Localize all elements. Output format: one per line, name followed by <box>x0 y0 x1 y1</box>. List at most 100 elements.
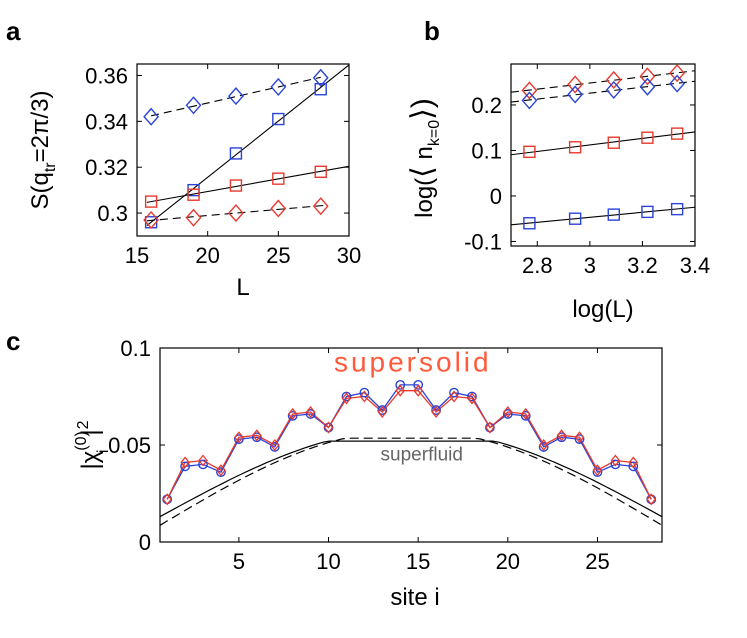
panel-a-blue-diamond-point <box>228 87 244 106</box>
panel-c-supersolid-blue-point <box>520 410 531 421</box>
panel-a-blue-diamond-point <box>185 96 202 115</box>
panel-c-supersolid-blue-point <box>287 410 298 421</box>
panel-c-xlabel: site i <box>390 584 439 611</box>
panel-c-supersolid-red-point <box>216 464 226 477</box>
annotation-superfluid: superfluid <box>381 445 463 466</box>
panel-c-ytick-label: 0 <box>139 530 151 555</box>
panel-c-supersolid-blue-point <box>233 434 244 445</box>
panel-a-blue-diamond-point <box>270 77 287 96</box>
panel-c-superfluid-solid-curve <box>159 440 663 518</box>
panel-c-supersolid-blue-point <box>198 459 208 470</box>
panel-c-supersolid-red-point <box>502 405 513 419</box>
panel-b-red-diamond-point <box>567 75 584 94</box>
panel-c-supersolid-blue-point <box>413 379 424 390</box>
panel-b-blue-square-fit-line <box>510 206 696 226</box>
panel-a-red-square-point <box>187 188 200 201</box>
panel-b-red-diamond-point <box>605 70 622 89</box>
panel-a-red-diamond-point <box>228 204 244 223</box>
panel-c-supersolid-red-point <box>628 456 639 469</box>
panel-a-plot: 15 20 25 30 0.3 0.32 0.34 0.36 <box>85 63 361 268</box>
panel-c-xtick-label: 15 <box>406 549 430 574</box>
panel-b-red-diamond-point <box>521 81 538 100</box>
panel-c-supersolid-red-point <box>162 493 173 506</box>
panel-a-xtick-label: 30 <box>337 243 361 268</box>
panel-a-blue-diamond-fit-line <box>151 76 321 117</box>
panel-a-red-square-point <box>144 195 158 208</box>
panel-c-supersolid-red-point <box>377 405 388 419</box>
panel-c-supersolid-red-point <box>413 384 424 397</box>
panel-c-xtick-label: 10 <box>316 549 340 574</box>
panel-c-supersolid-blue-point <box>251 432 262 443</box>
panel-b-xtick-label: 3.4 <box>680 253 711 278</box>
panel-b-blue-diamond-point <box>605 80 622 99</box>
panel-b-ytick-label: 0.1 <box>471 138 502 163</box>
panel-b-xtick-label: 3 <box>584 253 596 278</box>
panel-c-ytick-label: 0.05 <box>108 433 151 458</box>
panel-c-ytick-label: 0.1 <box>120 336 151 361</box>
panel-c-supersolid-blue-point <box>216 467 226 478</box>
panel-b-ytick-label: -0.1 <box>464 229 502 254</box>
panel-c-supersolid-red-point <box>305 405 316 419</box>
panel-b-blue-square-point <box>641 205 654 219</box>
panel-c-plot: 5 10 15 20 25 0 0.05 0.1 supersolid superfluid <box>108 336 663 574</box>
panel-c-supersolid-blue-point <box>341 391 352 402</box>
panel-a-red-diamond-point <box>185 208 202 227</box>
panel-a-red-diamond-point <box>143 210 160 230</box>
panel-b-blue-diamond-fit-line <box>510 80 696 103</box>
panel-b-xtick-label: 3.2 <box>627 253 658 278</box>
panel-a-xtick-label: 25 <box>266 243 290 268</box>
panel-c-supersolid-blue-point <box>538 442 549 452</box>
panel-a-ytick-label: 0.34 <box>85 109 128 134</box>
panel-c-supersolid-blue-point <box>574 434 585 445</box>
panel-label-c: c <box>6 326 20 356</box>
panel-a-red-diamond-point <box>312 197 329 216</box>
panel-c-supersolid-red-point <box>180 456 190 469</box>
panel-c-supersolid-red-point <box>449 390 459 403</box>
panel-b-red-square-point <box>568 141 582 154</box>
panel-c-supersolid-blue-point <box>628 461 639 472</box>
panel-c-supersolid-red-point <box>538 438 549 452</box>
panel-c-xtick-label: 5 <box>233 549 245 574</box>
panel-c-supersolid-blue-point <box>556 432 567 443</box>
panel-b-red-square-point <box>641 131 654 144</box>
panel-b-red-square-point <box>607 136 620 149</box>
panel-c-supersolid-blue-point <box>610 459 621 470</box>
panel-c-supersolid-blue-point <box>467 391 477 402</box>
panel-b-blue-diamond-point <box>567 85 584 104</box>
panel-c-supersolid-red-point <box>341 392 352 405</box>
panel-c-supersolid-red-point <box>467 392 477 405</box>
panel-c-supersolid-blue-point <box>359 387 370 398</box>
panel-a-xlabel: L <box>236 274 249 301</box>
panel-c-supersolid-blue-line <box>166 384 652 500</box>
panel-b-blue-diamond-point <box>669 74 686 93</box>
panel-c-supersolid-red-point <box>646 493 657 506</box>
panel-c-supersolid-red-point <box>574 431 585 444</box>
panel-c-supersolid-blue-point <box>180 461 191 472</box>
panel-c-supersolid-blue-point <box>431 405 441 415</box>
panel-c-supersolid-red-point <box>520 407 531 421</box>
panel-label-b: b <box>424 16 440 46</box>
panel-a-ytick-label: 0.36 <box>85 63 128 88</box>
panel-c-supersolid-blue-point <box>162 494 173 505</box>
panel-c-supersolid-red-point <box>198 454 208 467</box>
panel-c-supersolid-red-point <box>234 431 244 444</box>
panel-c-supersolid-blue-point <box>646 494 657 505</box>
panel-b-frame <box>510 63 696 247</box>
panel-b-blue-square-point <box>670 202 684 216</box>
panel-a-ylabel: S(qtr=2π/3) <box>27 90 59 209</box>
panel-b-blue-square-point <box>523 217 536 230</box>
panel-c-supersolid-red-line <box>166 390 652 500</box>
panel-b-red-square-point <box>523 145 536 159</box>
panel-a-red-square-point <box>314 165 327 178</box>
panel-b-red-diamond-fit-line <box>510 70 696 93</box>
panel-a-xtick-label: 15 <box>125 243 149 268</box>
panel-c-supersolid-blue-point <box>269 442 280 452</box>
panel-a-red-square-point <box>229 179 243 192</box>
panel-a-blue-diamond-point <box>143 107 160 126</box>
panel-a-xtick-label: 20 <box>195 243 219 268</box>
panel-a-red-diamond-fit-line <box>146 204 328 222</box>
panel-label-a: a <box>6 16 21 46</box>
panel-a-blue-square-point <box>314 83 327 96</box>
panel-a-red-square-point <box>272 172 285 185</box>
